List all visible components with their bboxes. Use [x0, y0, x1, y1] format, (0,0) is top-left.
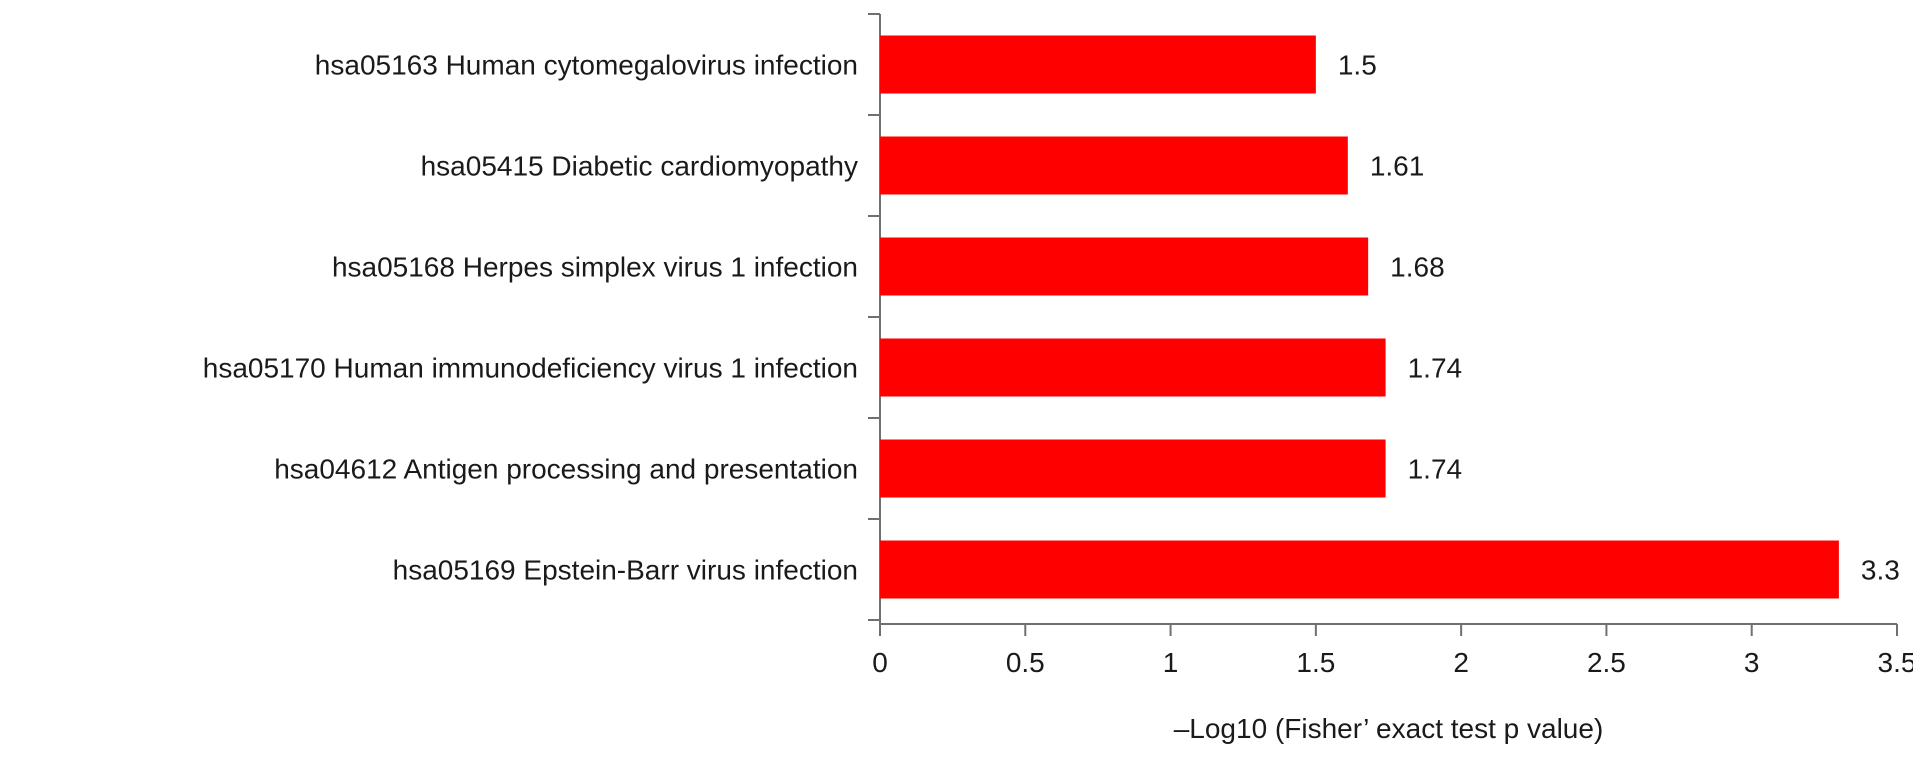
- x-tick-label: 2: [1453, 647, 1469, 678]
- x-tick-label: 1: [1163, 647, 1179, 678]
- category-label: hsa05169 Epstein-Barr virus infection: [393, 555, 858, 586]
- bar-5: [880, 439, 1386, 498]
- bar-group: [880, 35, 1839, 599]
- data-label: 1.74: [1408, 454, 1463, 485]
- data-label: 3.3: [1861, 555, 1900, 586]
- category-label: hsa05415 Diabetic cardiomyopathy: [421, 151, 858, 182]
- category-label: hsa05163 Human cytomegalovirus infection: [315, 50, 858, 81]
- x-tick-label: 0.5: [1006, 647, 1045, 678]
- bar-3: [880, 237, 1369, 296]
- category-label: hsa05168 Herpes simplex virus 1 infectio…: [332, 252, 858, 283]
- bar-4: [880, 338, 1386, 397]
- bar-6: [880, 540, 1839, 599]
- category-label: hsa04612 Antigen processing and presenta…: [274, 454, 858, 485]
- bar-2: [880, 136, 1348, 195]
- bar-1: [880, 35, 1316, 94]
- data-label: 1.74: [1408, 353, 1463, 384]
- category-labels: hsa05163 Human cytomegalovirus infection…: [203, 50, 858, 586]
- category-label: hsa05170 Human immunodeficiency virus 1 …: [203, 353, 858, 384]
- data-label: 1.5: [1338, 50, 1377, 81]
- x-axis-title: –Log10 (Fisher’ exact test p value): [1174, 713, 1604, 744]
- x-axis-ticks: 0 0.5 1 1.5 2 2.5 3 3.5: [872, 624, 1913, 678]
- x-tick-label: 1.5: [1296, 647, 1335, 678]
- x-tick-label: 3: [1744, 647, 1760, 678]
- x-tick-label: 3.5: [1878, 647, 1913, 678]
- data-label: 1.68: [1390, 252, 1445, 283]
- x-tick-label: 2.5: [1587, 647, 1626, 678]
- x-tick-label: 0: [872, 647, 888, 678]
- data-label: 1.61: [1370, 151, 1425, 182]
- chart-axes: [868, 13, 1897, 625]
- value-labels: 1.5 1.61 1.68 1.74 1.74 3.3: [1338, 50, 1900, 586]
